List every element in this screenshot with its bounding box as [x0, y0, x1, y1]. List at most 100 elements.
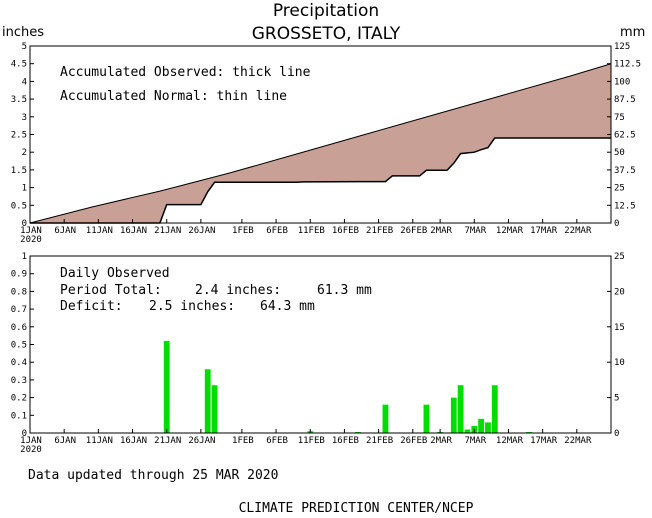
x-tick-label: 1FEB: [232, 436, 254, 446]
period-total-inches: 2.4 inches:: [195, 283, 281, 298]
data-updated-note: Data updated through 25 MAR 2020: [28, 468, 278, 483]
x-tick-label: 7MAR: [464, 436, 486, 446]
y-tick-label-left: 2.5: [11, 131, 27, 141]
x-tick-label: 21FEB: [366, 436, 393, 446]
daily-panel: 00.10.20.30.40.50.60.70.80.9105101520251…: [11, 252, 625, 455]
x-tick-label: 11FEB: [298, 436, 325, 446]
y-tick-label-left: 4: [22, 77, 27, 87]
y-tick-label-right: 112.5: [614, 60, 641, 70]
accumulated-normal-line: [29, 49, 612, 224]
y-tick-label-left: 0.7: [11, 305, 27, 315]
y-tick-label-right: 0: [614, 219, 619, 229]
y-tick-label-right: 75: [614, 113, 625, 123]
right-axis-unit: mm: [620, 25, 645, 40]
x-tick-label: 6FEB: [266, 226, 288, 236]
y-tick-label-left: 0: [22, 219, 27, 229]
x-tick-label: 6FEB: [266, 436, 288, 446]
x-tick-label: 22MAR: [564, 226, 592, 236]
x-tick-label: 16FEB: [332, 436, 359, 446]
y-tick-label-left: 0.5: [11, 201, 27, 211]
daily-precip-bar: [464, 429, 471, 433]
y-tick-label-left: 0.2: [11, 394, 27, 404]
period-total-label: Period Total:: [60, 283, 162, 298]
y-tick-label-left: 1: [22, 184, 27, 194]
x-tick-year-label: 2020: [20, 445, 42, 455]
deficit-area: [30, 49, 611, 223]
deficit-label: Deficit:: [60, 299, 123, 314]
y-tick-label-right: 0: [614, 429, 619, 439]
y-tick-label-right: 125: [614, 42, 630, 52]
x-tick-label: 21JAN: [154, 436, 181, 446]
y-tick-label-right: 20: [614, 287, 625, 297]
x-tick-label: 21JAN: [154, 226, 181, 236]
x-tick-label: 16JAN: [120, 226, 147, 236]
daily-precip-bar: [204, 369, 211, 433]
daily-precip-bar: [450, 397, 457, 433]
x-tick-label: 26JAN: [188, 226, 215, 236]
y-tick-label-right: 37.5: [614, 166, 636, 176]
deficit-mm: 64.3 mm: [260, 299, 315, 314]
x-tick-label: 21FEB: [366, 226, 393, 236]
x-tick-label: 11FEB: [298, 226, 325, 236]
credit-line: CLIMATE PREDICTION CENTER/NCEP: [239, 501, 474, 516]
x-tick-label: 16JAN: [120, 436, 147, 446]
x-tick-label: 1JAN: [20, 436, 42, 446]
left-axis-unit: inches: [2, 25, 44, 40]
y-tick-label-left: 0.6: [11, 323, 27, 333]
x-tick-label: 1JAN: [20, 226, 42, 236]
daily-precip-bar: [478, 418, 485, 433]
x-tick-year-label: 2020: [20, 235, 42, 245]
daily-precip-bar: [423, 404, 430, 433]
x-tick-label: 26JAN: [188, 436, 215, 446]
daily-observed-label: Daily Observed: [60, 266, 170, 281]
x-tick-label: 16FEB: [332, 226, 359, 236]
y-tick-label-left: 0.9: [11, 270, 27, 280]
x-tick-label: 2MAR: [430, 436, 452, 446]
x-tick-label: 11JAN: [86, 436, 113, 446]
x-tick-label: 6JAN: [54, 226, 76, 236]
accumulated-panel: 00.511.522.533.544.55012.52537.55062.575…: [11, 42, 641, 245]
chart-subtitle: GROSSETO, ITALY: [252, 24, 401, 44]
y-tick-label-left: 2: [22, 148, 27, 158]
daily-precip-bar: [491, 385, 498, 433]
y-tick-label-right: 25: [614, 184, 625, 194]
daily-precip-bar: [382, 404, 389, 433]
deficit-inches: 2.5 inches:: [149, 299, 235, 314]
legend-normal: Accumulated Normal: thin line: [60, 89, 287, 104]
y-tick-label-right: 87.5: [614, 95, 636, 105]
x-tick-label: 17MAR: [530, 436, 558, 446]
y-tick-label-left: 0.4: [11, 358, 27, 368]
chart-title: Precipitation: [273, 1, 379, 21]
y-tick-label-left: 4.5: [11, 60, 27, 70]
accumulated-observed-line: [30, 137, 611, 224]
y-tick-label-left: 5: [22, 42, 27, 52]
y-tick-label-right: 12.5: [614, 201, 636, 211]
y-tick-label-right: 50: [614, 148, 625, 158]
x-tick-label: 7MAR: [464, 226, 486, 236]
y-tick-label-left: 0.3: [11, 376, 27, 386]
x-tick-label: 12MAR: [496, 436, 524, 446]
y-tick-label-right: 15: [614, 323, 625, 333]
y-tick-label-left: 1.5: [11, 166, 27, 176]
y-tick-label-left: 0.1: [11, 411, 27, 421]
x-tick-label: 1FEB: [232, 226, 254, 236]
daily-precip-bar: [163, 340, 170, 433]
x-tick-label: 22MAR: [564, 436, 592, 446]
y-tick-label-right: 62.5: [614, 131, 636, 141]
y-tick-label-left: 0.5: [11, 341, 27, 351]
y-tick-label-left: 0: [22, 429, 27, 439]
y-tick-label-left: 1: [22, 252, 27, 262]
y-tick-label-right: 5: [614, 394, 619, 404]
y-tick-label-right: 25: [614, 252, 625, 262]
x-tick-label: 6JAN: [54, 436, 76, 446]
daily-precip-bar: [485, 422, 491, 433]
y-tick-label-left: 3: [22, 113, 27, 123]
y-tick-label-left: 0.8: [11, 287, 27, 297]
x-tick-label: 26FEB: [400, 226, 427, 236]
daily-precip-bar: [457, 385, 464, 433]
x-tick-label: 11JAN: [86, 226, 113, 236]
x-tick-label: 2MAR: [430, 226, 452, 236]
y-tick-label-left: 3.5: [11, 95, 27, 105]
x-tick-label: 26FEB: [400, 436, 427, 446]
